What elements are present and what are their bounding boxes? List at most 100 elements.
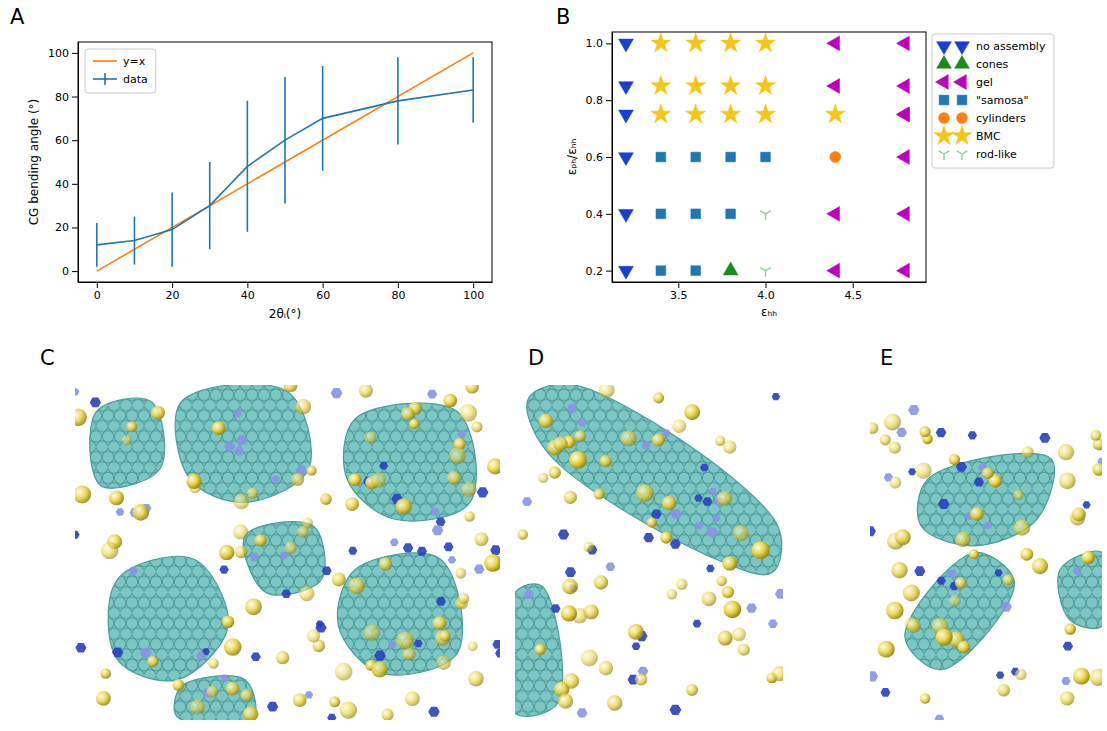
legend-swatch [93, 60, 117, 62]
cargo-sphere [122, 435, 132, 445]
protein-tile [524, 590, 534, 599]
protein-tile [1082, 501, 1090, 508]
cargo-sphere [222, 615, 235, 628]
protein-tile [75, 531, 80, 539]
protein-tile [477, 487, 489, 497]
data-point [827, 263, 840, 278]
cargo-sphere [212, 421, 226, 435]
cargo-sphere [549, 466, 561, 478]
protein-tile [880, 688, 890, 697]
cargo-sphere [235, 546, 248, 559]
tick-label: 60 [55, 134, 69, 147]
cargo-sphere [574, 430, 586, 442]
tick: 20 [55, 221, 78, 234]
data-point [726, 152, 736, 162]
data-point [619, 210, 634, 223]
cargo-sphere [1014, 519, 1030, 535]
shell-patch [515, 584, 563, 716]
tick: 3.5 [670, 282, 688, 302]
cargo-sphere [151, 406, 165, 420]
cargo-sphere [723, 440, 736, 453]
cargo-sphere [607, 695, 622, 710]
tick-label: 60 [316, 289, 330, 302]
protein-tile [775, 589, 783, 599]
axis-line [78, 43, 79, 283]
cargo-sphere [535, 644, 546, 655]
cargo-sphere [891, 562, 908, 579]
cargo-sphere [884, 413, 901, 430]
cargo-sphere [955, 532, 971, 548]
data-point [619, 266, 634, 279]
tick-mark [398, 282, 399, 288]
protein-tile [129, 567, 138, 575]
panel-a: 0204060801000204060801002θᵢ(°)CG bending… [27, 42, 493, 321]
legend-label: cones [976, 58, 1009, 71]
protein-tile [671, 509, 682, 519]
legend: y=xdata [85, 49, 156, 93]
cargo-sphere [233, 524, 248, 539]
y-axis: 020406080100 [48, 43, 79, 283]
tick: 0.6 [586, 151, 613, 164]
cargo-sphere [752, 541, 770, 559]
protein-tile [565, 567, 576, 577]
tick-mark [678, 282, 679, 288]
cargo-sphere [676, 579, 687, 590]
protein-tile [427, 390, 437, 399]
shell-patch [1058, 551, 1102, 628]
data-point [756, 33, 776, 52]
tick: 4.0 [757, 282, 775, 302]
tick: 1.0 [586, 37, 613, 50]
cargo-sphere [359, 385, 373, 398]
cargo-sphere [455, 568, 466, 579]
legend-label: no assembly [976, 40, 1046, 53]
cargo-sphere [1060, 691, 1074, 705]
protein-tile [558, 530, 569, 540]
data-point [686, 104, 706, 123]
cargo-sphere [1058, 444, 1074, 460]
cargo-sphere [206, 686, 218, 698]
cargo-sphere [949, 595, 961, 607]
cargo-sphere [1072, 507, 1086, 521]
shell-patch [343, 403, 476, 521]
protein-tile [567, 404, 577, 413]
protein-tile [948, 570, 958, 578]
cargo-sphere [291, 473, 304, 486]
cargo-sphere [889, 477, 901, 489]
protein-tile [233, 410, 242, 418]
x-axis-title: 2θᵢ(°) [269, 307, 301, 321]
legend-marker [939, 113, 950, 124]
protein-tile [390, 538, 399, 546]
axis-line [79, 282, 493, 283]
panel-b: 3.54.04.50.20.40.60.81.0εₕₕεₚₕ/εₕₕno ass… [565, 32, 1054, 319]
data-point [897, 206, 910, 221]
cargo-sphere [401, 407, 415, 421]
tick-mark [473, 282, 474, 288]
legend-marker [957, 151, 967, 160]
cargo-sphere [126, 421, 137, 432]
cargo-sphere [600, 455, 612, 467]
cargo-sphere [487, 458, 500, 474]
tick: 20 [166, 282, 180, 302]
cargo-sphere [186, 474, 201, 489]
cargo-sphere [372, 661, 388, 677]
cargo-sphere [208, 658, 218, 668]
cargo-sphere [584, 604, 599, 619]
cargo-sphere [75, 409, 87, 426]
x-axis: 3.54.04.5 [613, 282, 927, 302]
cargo-sphere [100, 668, 111, 679]
tick-mark [72, 140, 78, 141]
cargo-sphere [667, 589, 677, 599]
cargo-sphere [895, 529, 911, 545]
cargo-sphere [247, 488, 258, 499]
tick-label: 100 [463, 289, 484, 302]
protein-tile [327, 714, 336, 720]
cargo-sphere [558, 693, 573, 708]
cargo-sphere [1059, 472, 1076, 489]
cargo-sphere [886, 602, 904, 620]
cargo-sphere [660, 531, 672, 543]
cargo-sphere [147, 656, 158, 667]
cargo-sphere [396, 632, 414, 650]
tick-mark [172, 282, 173, 288]
cargo-sphere [722, 586, 734, 598]
protein-tile [234, 447, 244, 456]
